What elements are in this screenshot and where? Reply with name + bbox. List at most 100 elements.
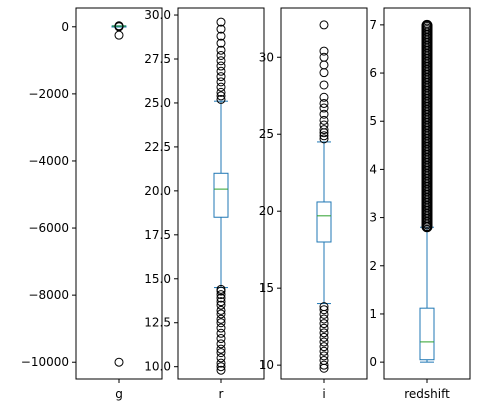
y-tick-label: −10000 [21,355,69,369]
x-tick-label-g: g [115,387,123,401]
y-tick-label: 3 [369,211,377,225]
outlier-point [216,94,226,104]
outlier-point [319,360,329,370]
outlier-point [319,46,329,56]
y-tick-label: −4000 [28,154,69,168]
outlier-point [216,365,226,375]
outlier-point [216,348,226,358]
y-tick-label: 22.5 [144,140,171,154]
outlier-point [216,91,226,101]
y-tick-label: 5 [369,114,377,128]
outlier-point [319,80,329,90]
box [419,307,435,361]
y-tick-label: 12.5 [144,316,171,330]
outlier-point [216,309,226,319]
outlier-point [216,56,226,66]
outlier-point [319,134,329,144]
x-tick-label-i: i [322,387,325,401]
outlier-point [216,293,226,303]
outlier-point [216,297,226,307]
y-tick-label: 0 [61,20,69,34]
panel-r: 10.0 12.5 15.0 17.5 20.0 22.5 25.0 27.5 30.0 r [144,7,265,401]
outlier-point [216,344,226,354]
y-tick-label: −8000 [28,288,69,302]
outlier-point [216,17,226,27]
outlier-point [216,31,226,41]
y-tick-label: 1 [369,307,377,321]
y-tick-label: 20 [259,204,274,218]
outlier-point [216,362,226,372]
outlier-point [319,68,329,78]
y-tick-label: 4 [369,162,377,176]
outlier-point [216,87,226,97]
y-tick-label: −6000 [28,221,69,235]
y-tick-label: 0 [369,355,377,369]
outlier-point [319,346,329,356]
outlier-point [319,92,329,102]
outlier-point [216,314,226,324]
y-tick-label: 30.0 [144,8,171,22]
outlier-point [319,60,329,70]
outlier-point [319,131,329,141]
y-tick-label: 7 [369,18,377,32]
outlier-point [216,318,226,328]
outlier-point [216,45,226,55]
y-tick-label: 27.5 [144,52,171,66]
y-tick-label: 10 [259,358,274,372]
outlier-point [216,50,226,60]
panel-i: 10 15 20 25 30 i [259,7,368,401]
outlier-point [114,21,124,31]
outlier-point [114,357,124,367]
outlier-point [319,328,329,338]
outlier-point [216,82,226,92]
x-tick-label-r: r [219,387,224,401]
x-tick-label-redshift: redshift [404,387,450,401]
outlier-point [319,125,329,135]
y-tick-label: 2 [369,259,377,273]
y-tick-label: 6 [369,66,377,80]
outlier-point [216,334,226,344]
outlier-point [216,24,226,34]
outlier-point [216,353,226,363]
outlier-point [216,284,226,294]
y-tick-label: 25 [259,127,274,141]
y-tick-label: 25.0 [144,96,171,110]
outlier-point [422,221,432,231]
box [213,172,229,218]
outlier-point [216,300,226,310]
outlier-point [319,120,329,130]
outlier-point [216,328,226,338]
outlier-point [319,332,329,342]
outlier-point [216,72,226,82]
outlier-point [216,323,226,333]
outlier-point [319,342,329,352]
panel-redshift: 0 1 2 3 4 5 6 7 redshift [369,7,471,401]
outlier-point [319,115,329,125]
outlier-point [216,77,226,87]
outlier-point [216,339,226,349]
outlier-point [216,38,226,48]
outlier-point [319,337,329,347]
outlier-point [216,358,226,368]
outlier-point [319,319,329,329]
outlier-point [319,20,329,30]
outlier-point [319,302,329,312]
outlier-point [319,309,329,319]
outlier-point [216,61,226,71]
outlier-point [319,323,329,333]
y-tick-label: −2000 [28,87,69,101]
y-tick-label: 17.5 [144,228,171,242]
outlier-point [319,356,329,366]
outlier-point [319,314,329,324]
outlier-point [319,351,329,361]
outlier-point [319,109,329,119]
outlier-point [319,305,329,315]
y-tick-label: 15 [259,281,274,295]
y-tick-label: 20.0 [144,184,171,198]
outlier-point [114,30,124,40]
outlier-point [319,52,329,62]
outlier-point [216,305,226,315]
y-tick-label: 30 [259,50,274,64]
box [316,201,332,243]
